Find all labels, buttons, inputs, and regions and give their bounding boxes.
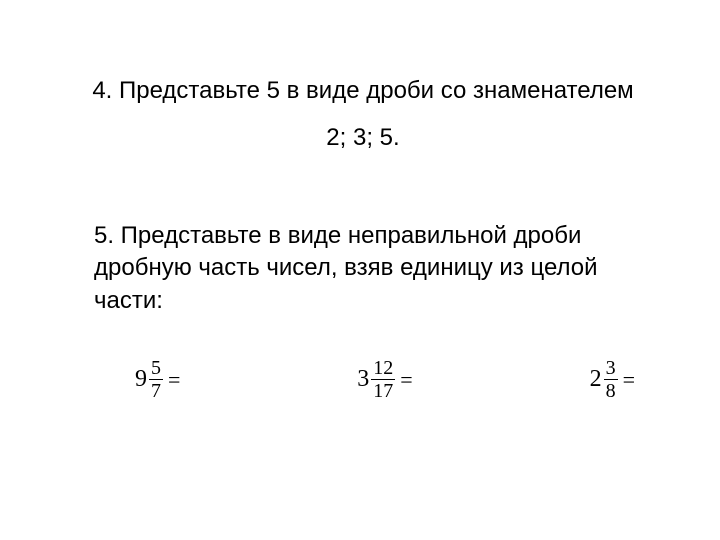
problem-4-line1: 4. Представьте 5 в виде дроби со знамена… [58,68,668,115]
denominator: 8 [604,379,618,401]
problem-5: 5. Представьте в виде неправильной дроби… [94,220,634,317]
numerator: 12 [371,358,395,379]
equals-sign: = [165,367,180,393]
mixed-number-2: 3 12 17 = [357,358,412,401]
numerator: 3 [604,358,618,379]
numerator: 5 [149,358,163,379]
mixed-number-3: 2 3 8 = [590,358,635,401]
problem-4-line2: 2; 3; 5. [58,115,668,162]
fraction: 5 7 [149,358,163,401]
equals-sign: = [397,367,412,393]
fraction: 3 8 [604,358,618,401]
whole-part: 2 [590,366,602,393]
mixed-number-1: 9 5 7 = [135,358,180,401]
whole-part: 3 [357,366,369,393]
whole-part: 9 [135,366,147,393]
equals-sign: = [620,367,635,393]
expressions-row: 9 5 7 = 3 12 17 = 2 3 8 = [135,358,635,401]
page: 4. Представьте 5 в виде дроби со знамена… [0,0,720,540]
problem-5-text: 5. Представьте в виде неправильной дроби… [94,222,598,314]
denominator: 17 [371,379,395,401]
fraction: 12 17 [371,358,395,401]
denominator: 7 [149,379,163,401]
problem-4: 4. Представьте 5 в виде дроби со знамена… [58,68,668,162]
